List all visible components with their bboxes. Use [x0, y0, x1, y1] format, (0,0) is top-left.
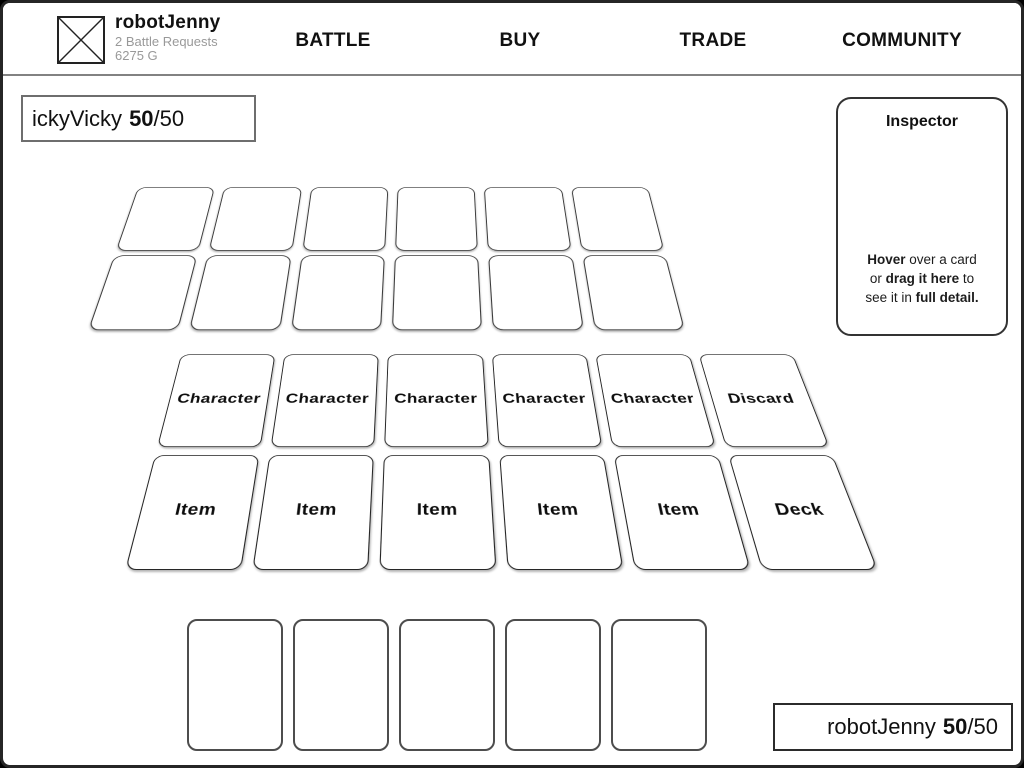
slot-label: Item: [173, 500, 218, 519]
opponent-hand-card[interactable]: [189, 255, 291, 330]
item-slot[interactable]: Item: [380, 455, 496, 570]
opponent-status-box: ickyVicky 50/50: [21, 95, 256, 142]
character-slot[interactable]: Character: [384, 354, 488, 447]
battle-board: Character Character Character Character …: [125, 354, 878, 570]
battle-requests-count: 2 Battle Requests: [115, 35, 220, 49]
opponent-hand-card[interactable]: [209, 187, 302, 251]
nav-buy[interactable]: BUY: [499, 30, 540, 52]
opponent-hand-card[interactable]: [582, 255, 685, 330]
user-identity: robotJenny 2 Battle Requests 6275 G: [115, 12, 220, 63]
slot-label: Character: [176, 391, 262, 406]
inspector-hint-text: Hover over a card or drag it here to see…: [851, 251, 993, 308]
inspector-panel[interactable]: Inspector Hover over a card or drag it h…: [836, 97, 1008, 336]
player-hand-card[interactable]: [399, 619, 495, 751]
opponent-hand-card[interactable]: [484, 187, 571, 251]
opponent-hand: [88, 187, 685, 330]
opponent-hand-card[interactable]: [291, 255, 385, 330]
opponent-hand-card[interactable]: [116, 187, 216, 251]
player-hp-max: /50: [967, 714, 998, 740]
opponent-hp-max: /50: [154, 106, 185, 132]
avatar-image-placeholder[interactable]: [57, 16, 105, 64]
opponent-hand-row-front: [88, 255, 685, 330]
player-hand-card[interactable]: [505, 619, 601, 751]
opponent-hand-row-back: [116, 187, 665, 251]
game-window: robotJenny 2 Battle Requests 6275 G BATT…: [0, 0, 1024, 768]
player-hand-card[interactable]: [611, 619, 707, 751]
opponent-hand-card[interactable]: [88, 255, 198, 330]
slot-label: Item: [417, 500, 458, 519]
opponent-hand-card[interactable]: [395, 187, 478, 251]
slot-label: Deck: [773, 500, 827, 519]
item-slot[interactable]: Item: [499, 455, 623, 570]
character-slot[interactable]: Character: [271, 354, 379, 447]
slot-label: Character: [502, 391, 587, 406]
item-slot[interactable]: Item: [252, 455, 374, 570]
slot-label: Item: [656, 500, 701, 519]
player-hand: [187, 619, 707, 751]
character-slot[interactable]: Character: [595, 354, 716, 447]
opponent-name: ickyVicky: [32, 106, 122, 132]
opponent-hand-card[interactable]: [302, 187, 388, 251]
item-slot[interactable]: Item: [613, 455, 750, 570]
opponent-hp-current: 50: [129, 106, 153, 132]
inspector-title: Inspector: [838, 113, 1006, 131]
placeholder-x-icon: [59, 18, 103, 62]
nav-community[interactable]: COMMUNITY: [842, 30, 962, 52]
character-row: Character Character Character Character …: [157, 354, 829, 447]
player-hand-card[interactable]: [187, 619, 283, 751]
header-bar: robotJenny 2 Battle Requests 6275 G BATT…: [3, 3, 1021, 76]
nav-battle[interactable]: BATTLE: [295, 30, 370, 52]
item-row: Item Item Item Item Item Deck: [125, 455, 878, 570]
player-hp-current: 50: [943, 714, 967, 740]
character-slot[interactable]: Character: [492, 354, 602, 447]
player-name: robotJenny: [827, 714, 936, 740]
item-slot[interactable]: Item: [125, 455, 259, 570]
slot-label: Character: [285, 391, 370, 406]
slot-label: Item: [295, 500, 338, 519]
character-slot[interactable]: Character: [157, 354, 276, 447]
slot-label: Discard: [726, 391, 796, 406]
slot-label: Item: [536, 500, 579, 519]
opponent-hand-card[interactable]: [571, 187, 665, 251]
nav-trade[interactable]: TRADE: [680, 30, 747, 52]
slot-label: Character: [394, 391, 478, 406]
slot-label: Character: [609, 391, 696, 406]
gold-balance: 6275 G: [115, 49, 220, 63]
discard-pile[interactable]: Discard: [698, 354, 829, 447]
player-hand-card[interactable]: [293, 619, 389, 751]
deck-pile[interactable]: Deck: [728, 455, 878, 570]
player-status-box: robotJenny 50/50: [773, 703, 1013, 751]
opponent-hand-card[interactable]: [392, 255, 482, 330]
opponent-hand-card[interactable]: [488, 255, 583, 330]
header-username: robotJenny: [115, 12, 220, 34]
